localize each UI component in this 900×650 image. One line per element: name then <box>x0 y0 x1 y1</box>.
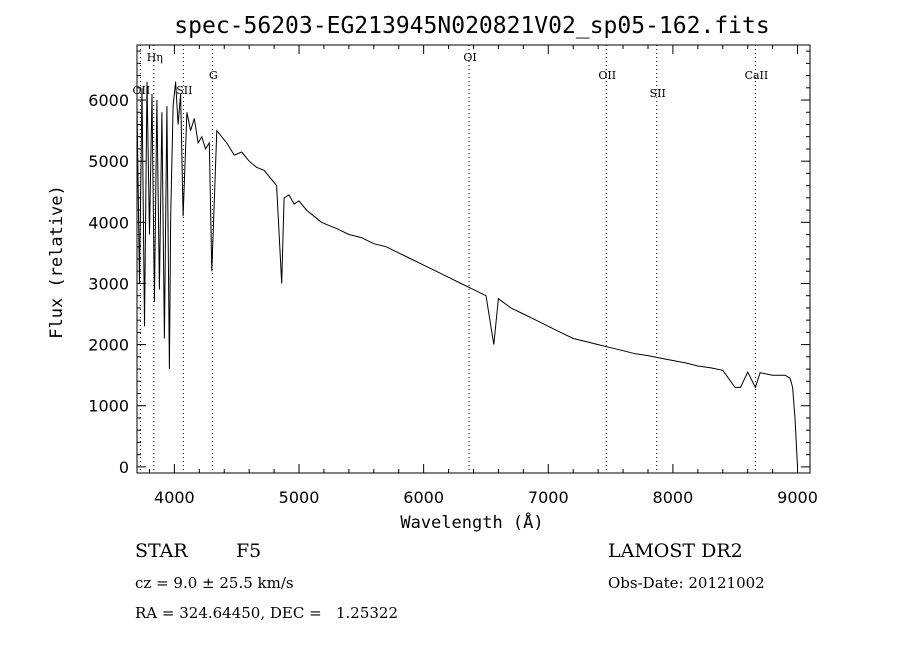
object-type: STAR <box>135 540 188 562</box>
y-tick-label: 2000 <box>88 336 129 355</box>
x-tick-label: 6000 <box>403 488 444 507</box>
x-tick-label: 4000 <box>154 488 195 507</box>
x-axis-label: Wavelength (Å) <box>400 511 543 533</box>
coordinates: RA = 324.64450, DEC = 1.25322 <box>135 604 399 622</box>
y-tick-label: 0 <box>119 458 129 477</box>
spectral-line-label: OII <box>598 69 616 82</box>
spectral-line-label: SII <box>176 84 192 97</box>
x-tick-label: 7000 <box>528 488 569 507</box>
spectral-line-label: SII <box>650 87 666 100</box>
x-tick-label: 9000 <box>777 488 818 507</box>
x-tick-label: 8000 <box>653 488 694 507</box>
spectral-line-label: G <box>209 69 218 82</box>
x-axis: 4000 5000 6000 7000 8000 9000 <box>148 45 818 507</box>
y-tick-label: 4000 <box>88 213 129 232</box>
spectral-line-label: Hη <box>147 51 163 64</box>
y-axis-label: Flux (relative) <box>47 185 67 339</box>
x-tick-label: 5000 <box>279 488 320 507</box>
spectrum-line <box>136 81 798 467</box>
y-axis: 0 1000 2000 3000 4000 5000 6000 <box>88 50 810 477</box>
y-tick-label: 3000 <box>88 274 129 293</box>
observation-date: Obs-Date: 20121002 <box>608 574 765 592</box>
survey-release: LAMOST DR2 <box>608 540 743 562</box>
redshift-velocity: cz = 9.0 ± 25.5 km/s <box>135 574 294 592</box>
y-tick-label: 6000 <box>88 91 129 110</box>
spectral-line-label: OI <box>463 51 476 64</box>
chart-title: spec-56203-EG213945N020821V02_sp05-162.f… <box>174 13 769 39</box>
y-tick-label: 1000 <box>88 397 129 416</box>
spectral-line-label: CaII <box>745 69 769 82</box>
plot-frame <box>136 44 811 474</box>
y-tick-label: 5000 <box>88 152 129 171</box>
subclass: F5 <box>236 540 262 562</box>
